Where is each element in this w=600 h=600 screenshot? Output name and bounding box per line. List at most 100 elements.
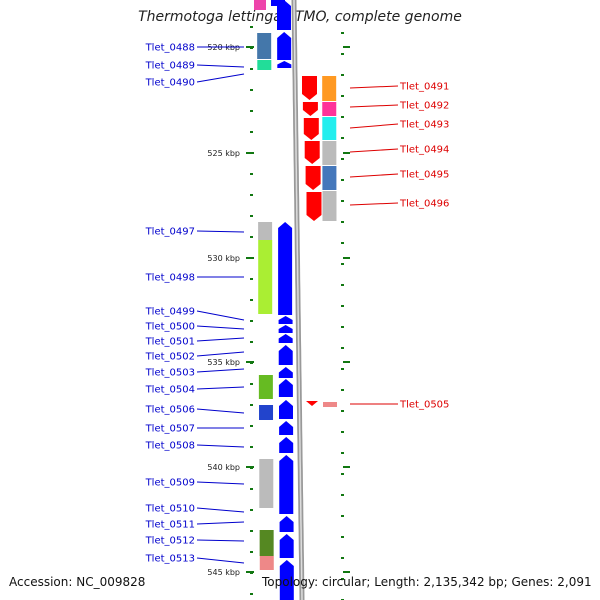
forward-strand-features — [254, 0, 294, 600]
minor-tick — [250, 446, 253, 448]
gene-label: Tlet_0508 — [145, 441, 195, 452]
gene-label: Tlet_0502 — [145, 352, 195, 363]
minor-tick — [341, 557, 344, 559]
tick-label: 540 kbp — [207, 463, 240, 472]
cds-arrow — [278, 334, 293, 343]
label-leader — [349, 173, 399, 178]
minor-tick — [341, 368, 344, 370]
cog-box — [257, 33, 272, 59]
accession-text: Accession: NC_009828 — [9, 575, 146, 589]
gene-label: Tlet_0507 — [145, 424, 195, 435]
minor-tick — [341, 158, 344, 160]
cds-arrow — [278, 367, 293, 378]
cds-arrow — [279, 437, 294, 453]
label-leader — [196, 325, 245, 330]
gene-label: Tlet_0513 — [145, 554, 195, 565]
label-leader — [196, 368, 245, 373]
cds-arrow — [306, 192, 322, 221]
gene-label: Tlet_0499 — [145, 307, 195, 318]
cds-arrow — [305, 166, 321, 190]
backbone-highlight — [293, 0, 303, 600]
label-leader — [349, 104, 399, 108]
minor-tick — [250, 299, 253, 301]
cds-arrow — [302, 102, 318, 116]
minor-tick — [250, 530, 253, 532]
minor-tick — [250, 467, 253, 469]
gene-label: Tlet_0504 — [145, 385, 195, 396]
minor-tick — [341, 242, 344, 244]
genome-backbone — [291, 0, 305, 600]
label-leader — [196, 310, 245, 321]
gene-labels: Tlet_0488 Tlet_0489 Tlet_0490 Tlet_0497 Tlet… — [145, 43, 450, 565]
minor-tick — [250, 509, 253, 511]
gene-label: Tlet_0510 — [145, 504, 195, 515]
minor-tick — [250, 383, 253, 385]
gene-label: Tlet_0490 — [145, 78, 195, 89]
gene-label: Tlet_0505 — [399, 400, 449, 411]
gene-label: Tlet_0492 — [399, 101, 449, 112]
minor-tick — [250, 47, 253, 49]
gene-label: Tlet_0496 — [399, 199, 449, 210]
minor-tick — [341, 74, 344, 76]
minor-tick — [250, 152, 253, 154]
minor-tick — [341, 200, 344, 202]
label-leader — [196, 351, 245, 357]
minor-tick — [341, 494, 344, 496]
cog-box — [259, 459, 274, 508]
minor-tick — [250, 341, 253, 343]
gene-label: Tlet_0491 — [399, 82, 449, 93]
cds-arrow — [278, 345, 293, 365]
cds-arrow — [278, 325, 293, 333]
label-leader — [196, 64, 245, 68]
label-leader — [349, 202, 399, 206]
minor-tick — [250, 173, 253, 175]
gene-label: Tlet_0512 — [145, 536, 195, 547]
minor-tick — [341, 305, 344, 307]
cds-arrow — [279, 560, 294, 600]
label-leader — [196, 337, 245, 342]
cds-arrow — [279, 455, 294, 514]
minor-tick — [250, 110, 253, 112]
cog-box — [259, 405, 274, 420]
minor-tick — [250, 68, 253, 70]
cog-box — [254, 0, 266, 10]
minor-tick — [341, 32, 344, 34]
label-leader — [196, 73, 245, 83]
minor-tick — [250, 551, 253, 553]
cds-arrow — [277, 61, 292, 68]
cds-arrow — [278, 316, 293, 324]
cds-arrow — [279, 534, 294, 558]
label-leader — [196, 408, 245, 414]
cog-box — [322, 141, 337, 165]
cog-box — [322, 191, 337, 221]
minor-tick — [250, 488, 253, 490]
gene-label: Tlet_0494 — [399, 145, 449, 156]
minor-tick — [341, 221, 344, 223]
label-leader — [349, 85, 399, 89]
label-leader — [349, 148, 399, 153]
cog-box — [322, 166, 337, 190]
cog-box — [258, 222, 273, 240]
label-leader — [196, 557, 245, 564]
cog-box — [322, 76, 337, 101]
tick-label: 535 kbp — [207, 358, 240, 367]
cog-box — [258, 240, 273, 314]
minor-tick — [341, 53, 344, 55]
minor-tick — [250, 131, 253, 133]
minor-tick — [341, 452, 344, 454]
cog-box — [259, 530, 274, 556]
gene-label: Tlet_0489 — [145, 61, 195, 72]
minor-tick — [341, 431, 344, 433]
minor-tick — [341, 326, 344, 328]
gene-label: Tlet_0509 — [145, 478, 195, 489]
minor-tick — [341, 284, 344, 286]
label-leader — [349, 123, 399, 129]
cds-arrow — [271, 0, 285, 6]
minor-tick — [341, 410, 344, 412]
gene-label: Tlet_0493 — [399, 120, 449, 131]
cds-arrow — [277, 32, 292, 60]
reverse-strand-features — [302, 76, 338, 407]
minor-tick — [341, 515, 344, 517]
genome-summary-text: Topology: circular; Length: 2,135,342 bp… — [262, 575, 592, 589]
